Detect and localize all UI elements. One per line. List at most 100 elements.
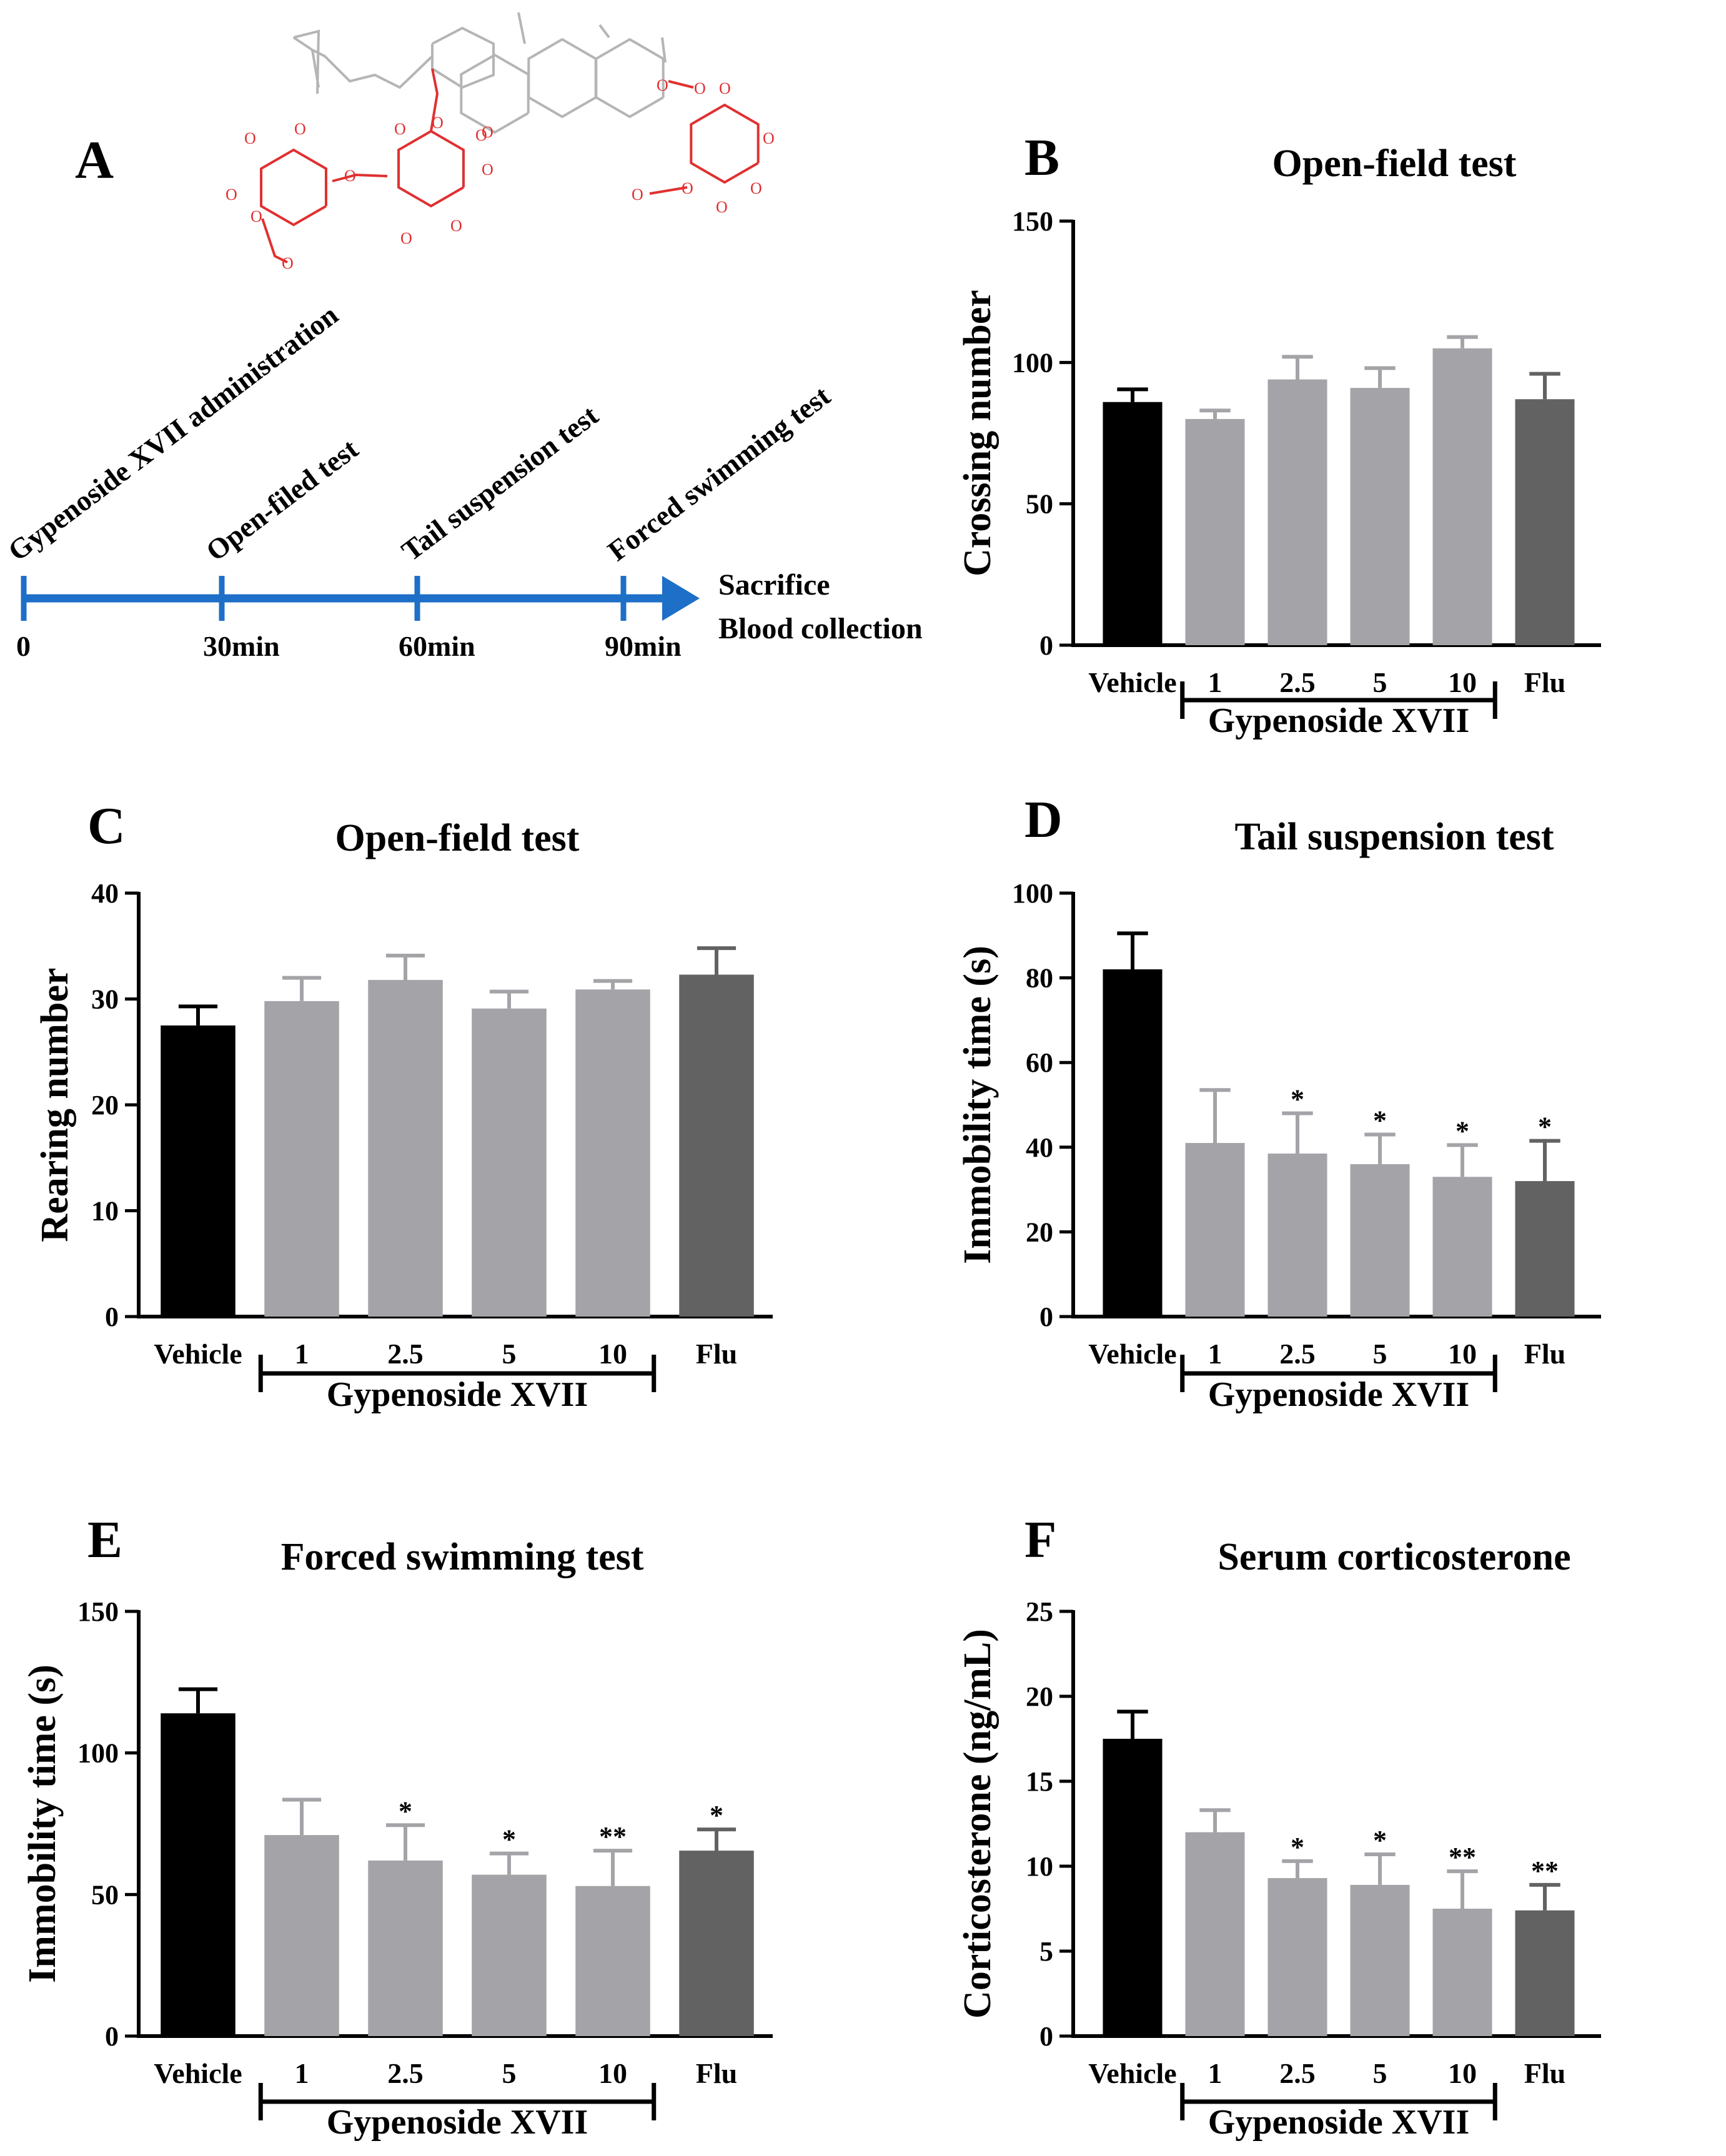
y-tick-label: 25 bbox=[1026, 1596, 1053, 1627]
significance-label: ** bbox=[599, 1821, 627, 1852]
y-tick-label: 100 bbox=[1012, 347, 1053, 378]
bond-line bbox=[431, 26, 495, 89]
x-tick-label: Flu bbox=[1524, 1338, 1565, 1370]
chart-title: Forced swimming test bbox=[281, 1536, 644, 1578]
bond-line bbox=[595, 37, 665, 119]
oxygen-atom: O bbox=[250, 207, 262, 225]
y-axis-label: Crossing number bbox=[956, 290, 999, 576]
oxygen-atom: O bbox=[282, 254, 294, 272]
y-axis-label: Rearing number bbox=[34, 967, 76, 1242]
bar bbox=[1267, 379, 1327, 645]
x-tick-label: 5 bbox=[1373, 2057, 1387, 2089]
y-tick-label: 100 bbox=[77, 1738, 119, 1769]
y-tick-label: 15 bbox=[1026, 1766, 1053, 1797]
y-tick-label: 20 bbox=[91, 1090, 119, 1120]
x-tick-label: 5 bbox=[502, 2057, 517, 2089]
oxygen-atom: O bbox=[400, 229, 412, 247]
x-tick-label: 5 bbox=[1373, 1338, 1387, 1370]
chart-title: Open-field test bbox=[335, 817, 580, 859]
bar bbox=[264, 1001, 339, 1317]
bond-line bbox=[517, 12, 526, 44]
bar bbox=[368, 1860, 443, 2036]
bar bbox=[575, 1886, 650, 2036]
oxygen-atom: O bbox=[719, 79, 731, 97]
bar bbox=[1515, 1910, 1575, 2036]
y-tick-label: 50 bbox=[1026, 489, 1053, 520]
significance-label: * bbox=[399, 1796, 412, 1826]
chart-panel-e: E Forced swimming test 0 50 100 150 Immobility… bbox=[21, 1511, 773, 2142]
panel-letter: E bbox=[87, 1511, 122, 1569]
bar bbox=[1350, 1884, 1410, 2036]
y-tick-label: 0 bbox=[1039, 2021, 1053, 2052]
y-tick-label: 40 bbox=[91, 878, 119, 909]
oxygen-atom: O bbox=[716, 198, 728, 216]
y-tick-label: 10 bbox=[1026, 1851, 1053, 1882]
panel-letter-a: A bbox=[75, 130, 114, 190]
y-axis-label: Immobility time (s) bbox=[956, 946, 999, 1264]
bar bbox=[1185, 418, 1245, 645]
x-tick-label: Vehicle bbox=[154, 2057, 242, 2089]
bond-line bbox=[649, 186, 688, 195]
significance-label: * bbox=[1538, 1112, 1552, 1142]
x-tick-label: Vehicle bbox=[1088, 666, 1176, 698]
bond-line bbox=[527, 37, 597, 119]
significance-label: * bbox=[502, 1824, 516, 1855]
bar bbox=[1350, 1164, 1410, 1317]
significance-label: * bbox=[1291, 1832, 1304, 1862]
timeline-event-label: Gypenoside XVII administration bbox=[2, 299, 344, 567]
chart-panel-b: B Open-field test 0 50 100 150 Crossing number… bbox=[956, 129, 1601, 740]
timeline-end-label: Blood collection bbox=[718, 612, 923, 645]
chart-title: Tail suspension test bbox=[1234, 816, 1554, 858]
y-tick-label: 0 bbox=[105, 2021, 119, 2052]
oxygen-atom: O bbox=[482, 161, 493, 179]
oxygen-atom: O bbox=[657, 76, 668, 94]
y-tick-label: 20 bbox=[1026, 1217, 1053, 1247]
x-tick-label: 2.5 bbox=[387, 2057, 424, 2089]
group-label: Gypenoside XVII bbox=[1208, 701, 1470, 740]
chart-panel-d: D Tail suspension test 0 20 40 60 80 100 Immobil… bbox=[956, 791, 1601, 1414]
y-tick-label: 0 bbox=[1039, 630, 1053, 661]
y-tick-label: 0 bbox=[1039, 1302, 1053, 1332]
bar bbox=[1515, 1181, 1575, 1317]
chart-title: Serum corticosterone bbox=[1218, 1536, 1570, 1578]
bond-line bbox=[460, 53, 530, 134]
y-tick-label: 80 bbox=[1026, 963, 1053, 994]
experiment-timeline: 0 Gypenoside XVII administration 30min Open… bbox=[2, 299, 922, 662]
oxygen-atom: O bbox=[682, 179, 693, 197]
y-tick-label: 40 bbox=[1026, 1132, 1053, 1163]
oxygen-atom: O bbox=[244, 129, 256, 147]
bond-line bbox=[690, 103, 760, 184]
y-tick-label: 10 bbox=[91, 1196, 119, 1227]
timeline-time-label: 90min bbox=[605, 630, 682, 662]
y-tick-label: 150 bbox=[1012, 206, 1053, 237]
y-tick-label: 0 bbox=[105, 1302, 119, 1332]
bar bbox=[472, 1008, 547, 1317]
oxygen-atom: O bbox=[344, 167, 356, 185]
bond-line bbox=[397, 129, 465, 208]
bond-line bbox=[668, 80, 694, 89]
x-tick-label: 10 bbox=[598, 1338, 627, 1370]
oxygen-atom: O bbox=[482, 123, 493, 141]
panel-letter: D bbox=[1024, 791, 1063, 849]
x-tick-label: 2.5 bbox=[1279, 2057, 1316, 2089]
bar bbox=[575, 989, 650, 1317]
bar bbox=[1103, 969, 1163, 1317]
x-tick-label: Flu bbox=[696, 2057, 737, 2089]
x-tick-label: Vehicle bbox=[1088, 2057, 1176, 2089]
x-tick-label: 2.5 bbox=[1279, 666, 1316, 698]
bar bbox=[1103, 1739, 1163, 2036]
x-tick-label: 1 bbox=[1208, 1338, 1223, 1370]
bond-line bbox=[598, 24, 610, 39]
bar bbox=[1267, 1878, 1327, 2036]
bar bbox=[1185, 1832, 1245, 2036]
y-tick-label: 20 bbox=[1026, 1681, 1053, 1712]
oxygen-atom: O bbox=[694, 79, 706, 97]
timeline-time-label: 30min bbox=[203, 630, 280, 662]
oxygen-atom: O bbox=[432, 114, 444, 132]
oxygen-atom: O bbox=[763, 129, 775, 147]
x-tick-label: 1 bbox=[1208, 2057, 1223, 2089]
oxygen-atom: O bbox=[750, 179, 762, 197]
